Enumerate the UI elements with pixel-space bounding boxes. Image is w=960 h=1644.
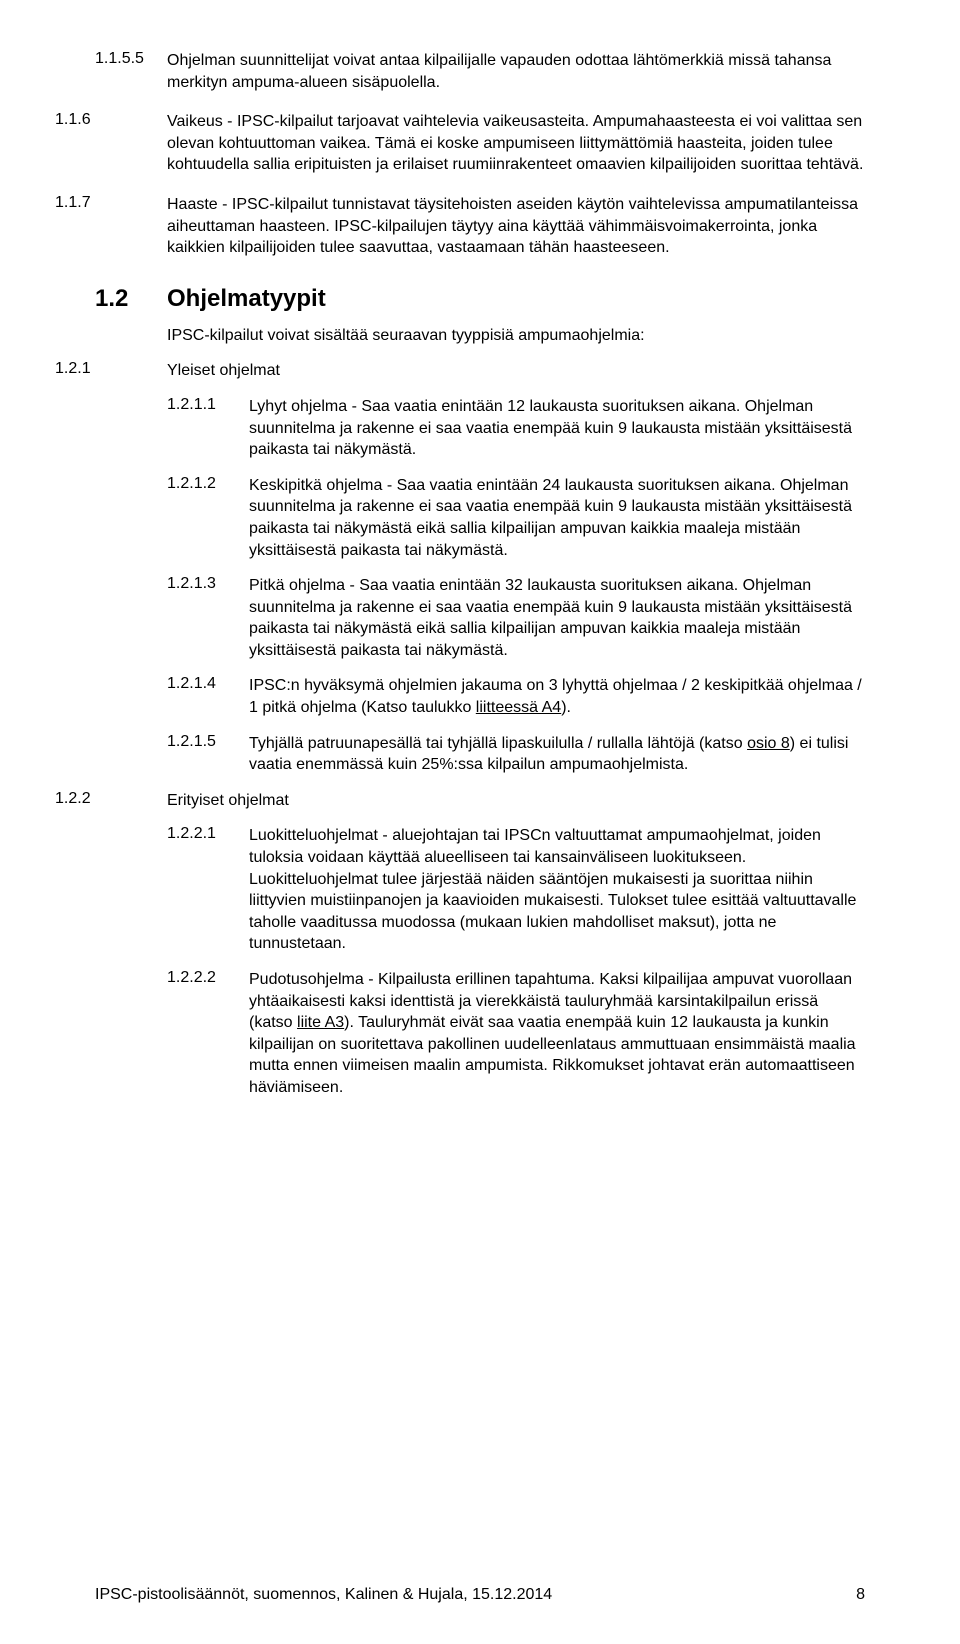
text-pre: Tyhjällä patruunapesällä tai tyhjällä li… [249,735,747,752]
rule-1-2-2-1: 1.2.2.1 Luokitteluohjelmat - aluejohtaja… [167,825,865,955]
rule-text: Vaikeus - IPSC-kilpailut tarjoavat vaiht… [167,111,865,176]
rule-1-2-2-2: 1.2.2.2 Pudotusohjelma - Kilpailusta eri… [167,969,865,1099]
rule-1-1-5-5: 1.1.5.5 Ohjelman suunnittelijat voivat a… [95,50,865,93]
footer-left: IPSC-pistoolisäännöt, suomennos, Kalinen… [95,1586,552,1604]
rule-text: Erityiset ohjelmat [167,790,865,812]
rule-1-1-6: 1.1.6 Vaikeus - IPSC-kilpailut tarjoavat… [55,111,865,176]
rule-text: Ohjelman suunnittelijat voivat antaa kil… [167,50,865,93]
rule-1-2-1-2: 1.2.1.2 Keskipitkä ohjelma - Saa vaatia … [167,475,865,561]
section-heading-1-2: 1.2 Ohjelmatyypit [95,285,865,313]
rule-number: 1.2.1 [55,360,167,382]
section-intro: IPSC-kilpailut voivat sisältää seuraavan… [167,325,865,347]
page: 1.1.5.5 Ohjelman suunnittelijat voivat a… [0,0,960,1644]
rule-number: 1.2.1.5 [167,733,249,776]
rule-text: IPSC:n hyväksymä ohjelmien jakauma on 3 … [249,675,865,718]
page-footer: IPSC-pistoolisäännöt, suomennos, Kalinen… [95,1586,865,1604]
rule-text: Lyhyt ohjelma - Saa vaatia enintään 12 l… [249,396,865,461]
rule-1-2-1-3: 1.2.1.3 Pitkä ohjelma - Saa vaatia enint… [167,575,865,661]
heading-number: 1.2 [95,285,167,313]
link-osio-8[interactable]: osio 8 [747,735,790,752]
rule-number: 1.2.2 [55,790,167,812]
link-liite-a4[interactable]: liitteessä A4 [476,699,561,716]
rule-1-2-1: 1.2.1 Yleiset ohjelmat [55,360,865,382]
heading-title: Ohjelmatyypit [167,285,326,313]
rule-text: Pudotusohjelma - Kilpailusta erillinen t… [249,969,865,1099]
rule-number: 1.2.2.2 [167,969,249,1099]
text-post: ). [561,699,571,716]
rule-number: 1.2.2.1 [167,825,249,955]
rule-number: 1.2.1.1 [167,396,249,461]
link-liite-a3[interactable]: liite A3 [297,1014,344,1031]
rule-1-2-1-1: 1.2.1.1 Lyhyt ohjelma - Saa vaatia enint… [167,396,865,461]
rule-1-2-1-4: 1.2.1.4 IPSC:n hyväksymä ohjelmien jakau… [167,675,865,718]
rule-text: Pitkä ohjelma - Saa vaatia enintään 32 l… [249,575,865,661]
rule-1-2-2: 1.2.2 Erityiset ohjelmat [55,790,865,812]
rule-1-2-1-5: 1.2.1.5 Tyhjällä patruunapesällä tai tyh… [167,733,865,776]
rule-number: 1.1.5.5 [95,50,167,93]
rule-number: 1.2.1.2 [167,475,249,561]
rule-number: 1.2.1.4 [167,675,249,718]
rule-text: Luokitteluohjelmat - aluejohtajan tai IP… [249,825,865,955]
rule-text: Haaste - IPSC-kilpailut tunnistavat täys… [167,194,865,259]
rule-text: Tyhjällä patruunapesällä tai tyhjällä li… [249,733,865,776]
footer-page-number: 8 [856,1586,865,1604]
rule-1-1-7: 1.1.7 Haaste - IPSC-kilpailut tunnistava… [55,194,865,259]
rule-number: 1.2.1.3 [167,575,249,661]
rule-text: Yleiset ohjelmat [167,360,865,382]
rule-text: Keskipitkä ohjelma - Saa vaatia enintään… [249,475,865,561]
rule-number: 1.1.6 [55,111,167,176]
rule-number: 1.1.7 [55,194,167,259]
